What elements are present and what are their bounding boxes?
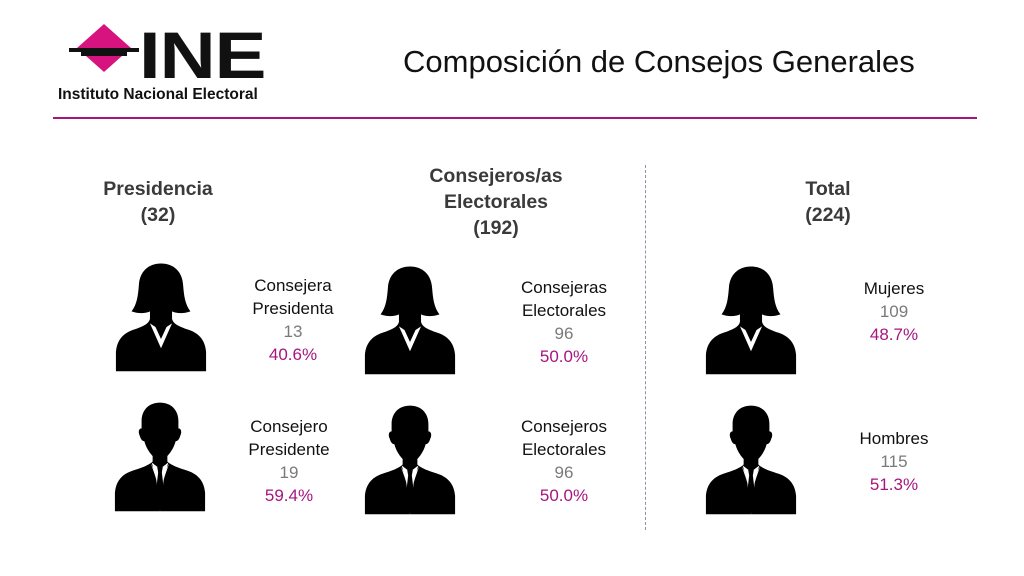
heading-total: (32) — [140, 204, 176, 226]
heading-total: (192) — [473, 217, 519, 239]
woman-silhouette-icon — [705, 266, 797, 375]
heading-line: Electorales — [443, 191, 549, 213]
man-silhouette-icon — [364, 405, 456, 515]
section-heading-total: Total (224) — [758, 176, 898, 228]
heading-line: Presidencia — [103, 178, 213, 200]
stat-name: Hombres — [859, 429, 929, 448]
stat-percent: 50.0% — [539, 486, 589, 505]
stat-count: 96 — [554, 463, 574, 482]
stat-name: Electorales — [521, 440, 607, 459]
ine-logo: INE Instituto Nacional Electoral — [55, 18, 310, 108]
stat-consejeros-electorales: Consejeros Electorales 96 50.0% — [499, 415, 629, 507]
stat-percent: 40.6% — [268, 345, 318, 364]
logo-subtitle: Instituto Nacional Electoral — [58, 86, 258, 103]
heading-total: (224) — [805, 204, 851, 226]
woman-silhouette-icon — [364, 266, 456, 375]
title-underline — [53, 117, 977, 119]
stat-count: 13 — [283, 322, 303, 341]
stat-name: Electorales — [521, 301, 607, 320]
man-silhouette-icon — [114, 402, 206, 512]
stat-name: Presidenta — [252, 299, 334, 318]
stat-percent: 48.7% — [869, 325, 919, 344]
stat-count: 115 — [880, 452, 908, 471]
section-heading-presidencia: Presidencia (32) — [78, 176, 238, 228]
stat-count: 96 — [554, 324, 574, 343]
stat-count: 109 — [879, 302, 909, 321]
stat-name: Consejero — [250, 417, 328, 436]
heading-line: Total — [805, 178, 851, 200]
section-divider — [645, 165, 646, 530]
stat-name: Consejeros — [521, 417, 607, 436]
stat-name: Mujeres — [863, 279, 925, 298]
man-silhouette-icon — [705, 405, 797, 515]
stat-percent: 59.4% — [264, 486, 314, 505]
stat-name: Consejera — [254, 276, 332, 295]
stat-percent: 51.3% — [869, 475, 919, 494]
page-title: Composición de Consejos Generales — [403, 44, 915, 79]
stat-consejera-presidenta: Consejera Presidenta 13 40.6% — [228, 274, 358, 366]
ballot-diamond-icon — [69, 24, 139, 72]
stat-name: Consejeras — [521, 278, 607, 297]
stat-hombres: Hombres 115 51.3% — [829, 427, 959, 496]
stat-consejeras-electorales: Consejeras Electorales 96 50.0% — [499, 276, 629, 368]
stat-consejero-presidente: Consejero Presidente 19 59.4% — [224, 415, 354, 507]
logo-wordmark: INE — [139, 18, 266, 92]
stat-mujeres: Mujeres 109 48.7% — [829, 277, 959, 346]
stat-count: 19 — [279, 463, 299, 482]
section-heading-consejeros: Consejeros/as Electorales (192) — [406, 163, 586, 241]
stat-percent: 50.0% — [539, 347, 589, 366]
stat-name: Presidente — [248, 440, 330, 459]
heading-line: Consejeros/as — [429, 165, 563, 187]
woman-silhouette-icon — [115, 263, 207, 372]
